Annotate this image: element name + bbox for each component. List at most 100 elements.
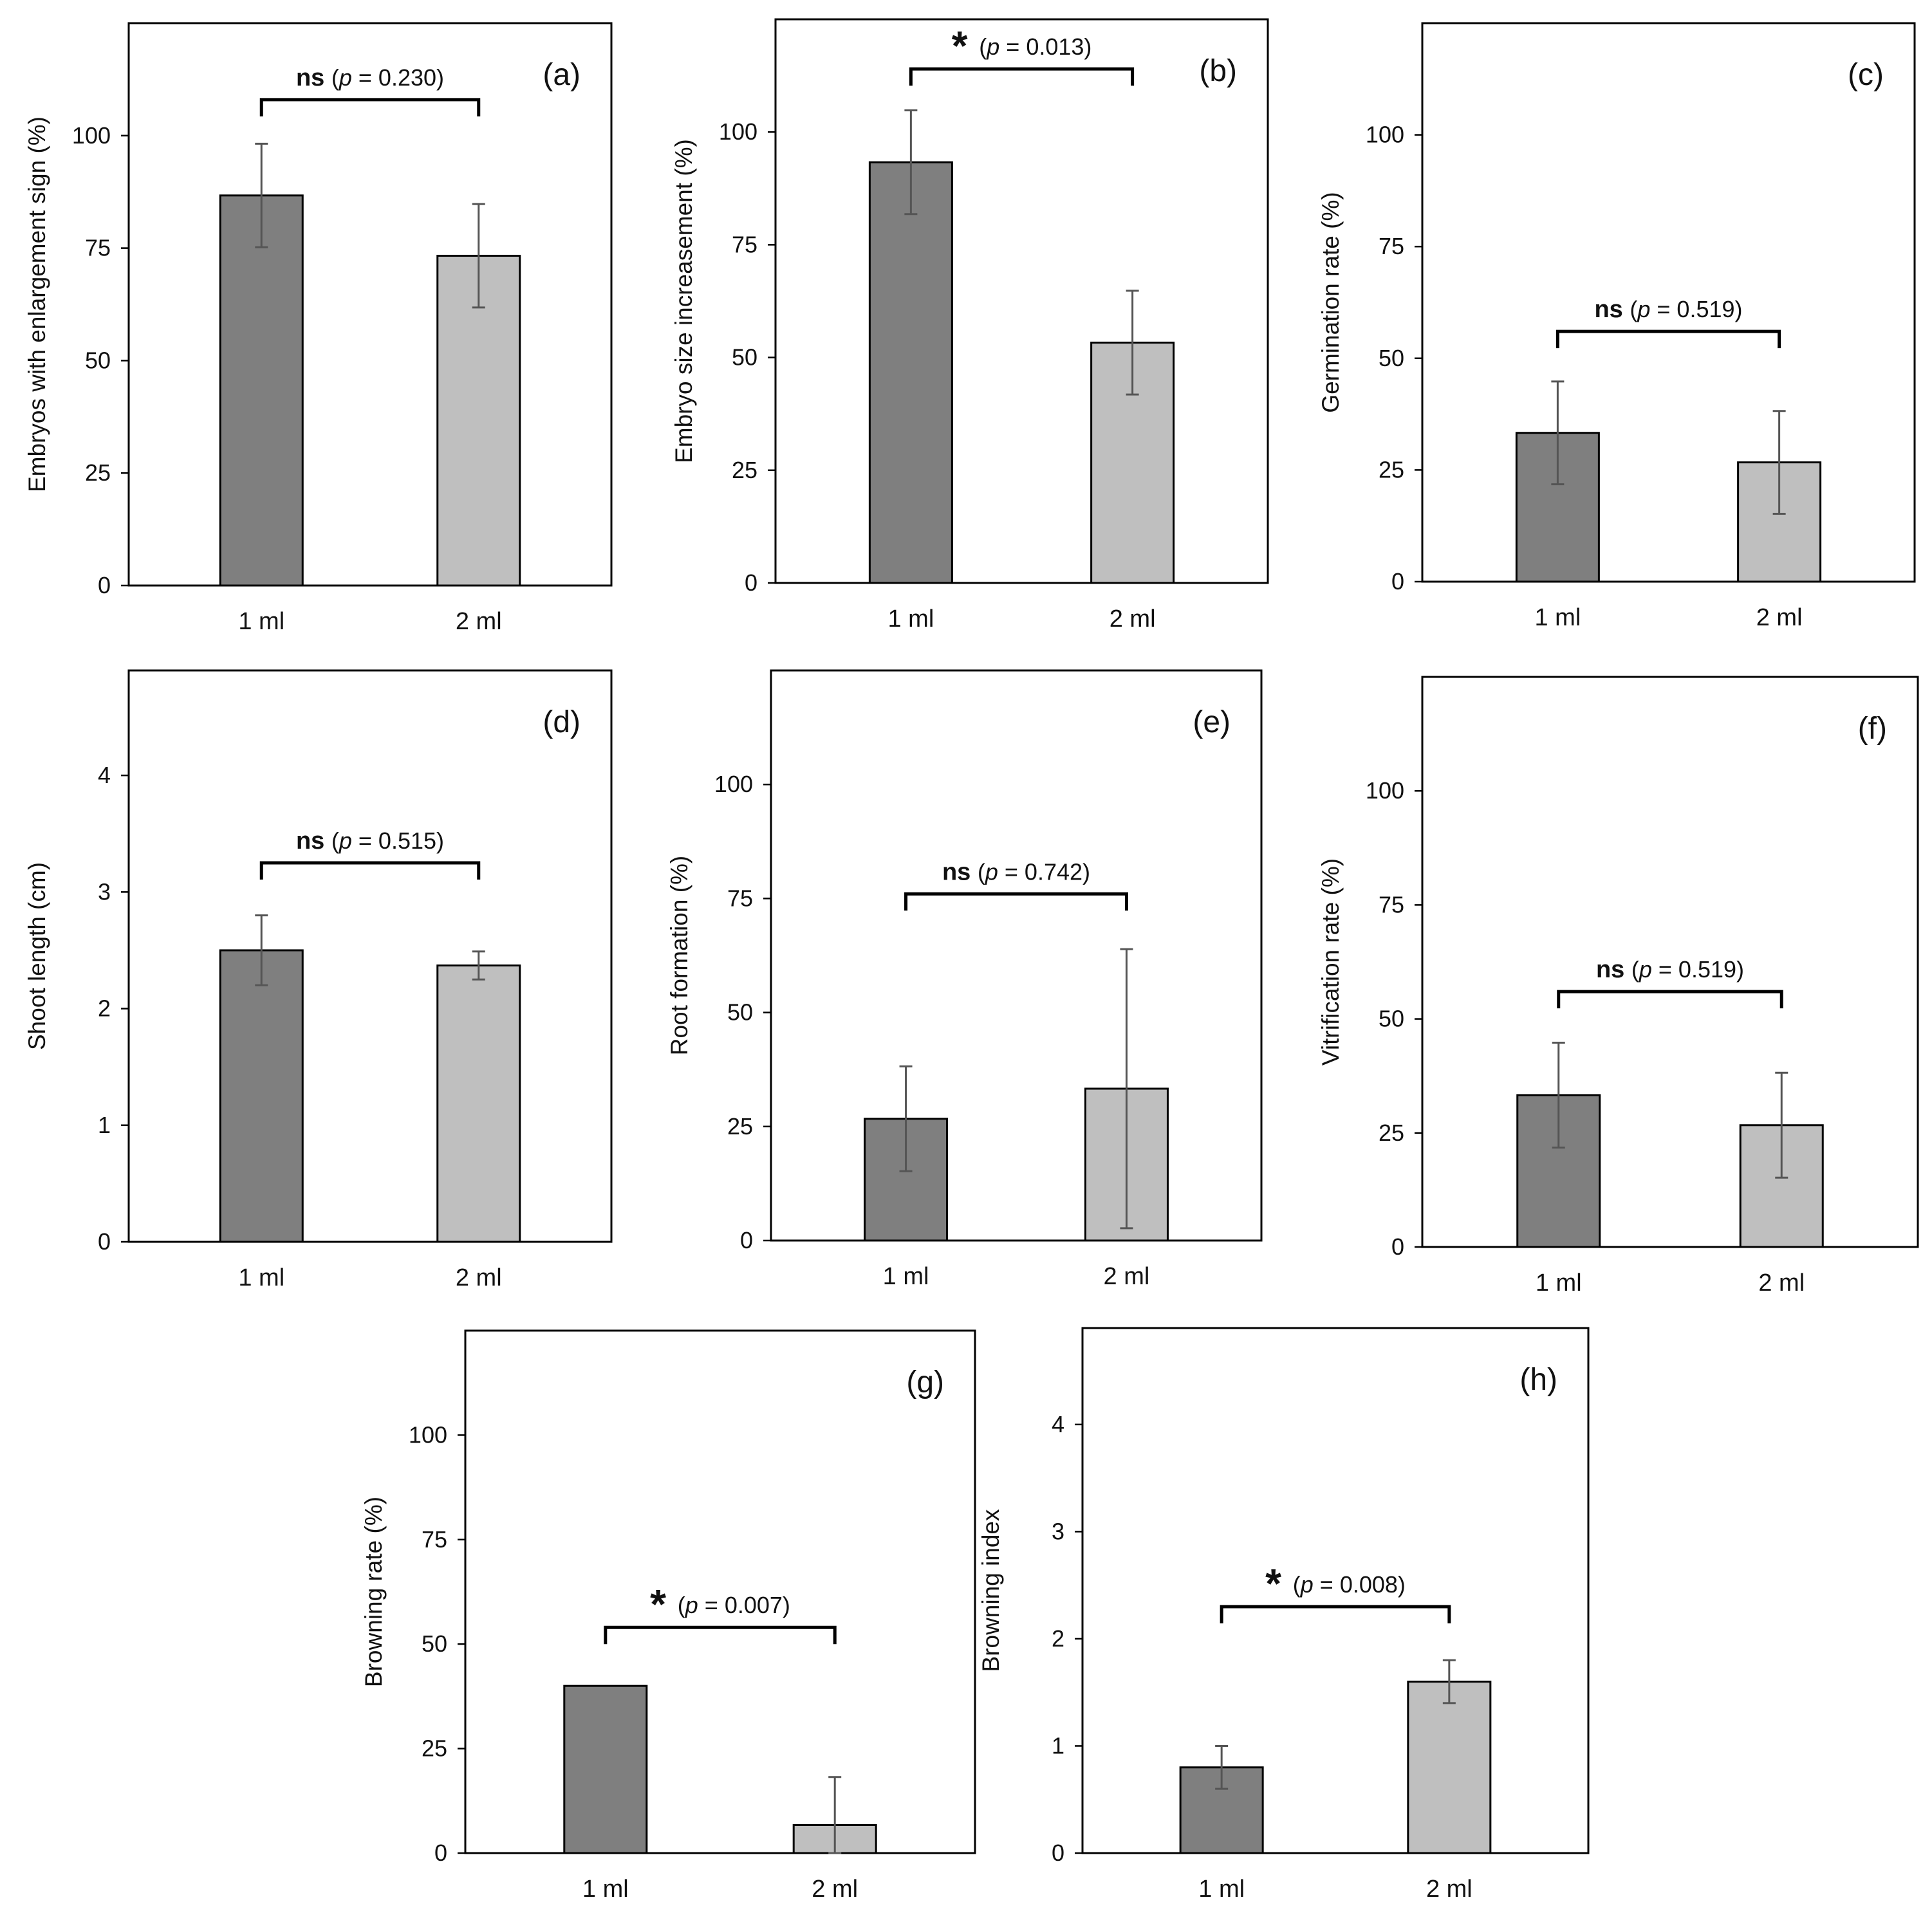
significance-mark: ns xyxy=(1594,296,1630,323)
significance-label: * (p = 0.007) xyxy=(650,1581,790,1627)
bar xyxy=(1407,1681,1492,1854)
plot-frame xyxy=(774,18,1269,584)
significance-mark: * xyxy=(1265,1560,1293,1607)
y-tick-label: 0 xyxy=(98,572,111,598)
y-tick-label: 100 xyxy=(714,771,753,797)
significance-bracket xyxy=(1556,329,1781,349)
x-tick-label: 1 ml xyxy=(582,1876,629,1903)
panel-label: (d) xyxy=(543,705,581,739)
significance-bracket xyxy=(904,892,1128,911)
significance-bracket xyxy=(259,861,481,880)
significance-p-text: (p = 0.230) xyxy=(331,64,444,91)
y-tick-label: 0 xyxy=(98,1228,111,1255)
significance-mark: * xyxy=(650,1581,678,1627)
x-tick-label: 1 ml xyxy=(1198,1876,1245,1903)
significance-p-text: (p = 0.013) xyxy=(979,33,1091,60)
x-tick-label: 2 ml xyxy=(1756,604,1803,631)
significance-mark: ns xyxy=(296,827,331,854)
x-tick-label: 2 ml xyxy=(456,1264,502,1291)
y-tick-label: 0 xyxy=(1052,1840,1064,1866)
y-tick-label: 2 xyxy=(98,995,111,1022)
y-tick-label: 0 xyxy=(1391,568,1404,595)
bar xyxy=(219,194,304,587)
y-axis-label: Browning rate (%) xyxy=(360,1497,387,1687)
y-tick-label: 50 xyxy=(422,1630,447,1657)
y-tick-label: 4 xyxy=(98,762,111,788)
x-tick-label: 1 ml xyxy=(238,1264,284,1291)
y-tick-label: 25 xyxy=(422,1735,447,1762)
plot-frame xyxy=(770,669,1263,1242)
significance-bracket xyxy=(604,1625,837,1645)
panel-label: (e) xyxy=(1193,705,1231,739)
y-tick-label: 0 xyxy=(740,1227,753,1253)
panel-label: (c) xyxy=(1848,58,1884,92)
y-tick-label: 75 xyxy=(732,231,757,257)
y-tick-label: 1 xyxy=(98,1112,111,1138)
chart-panel: 0 1 2 3 4 Shoot length (cm) 1 ml 2 ml ns (p = 0.… xyxy=(24,669,613,1291)
y-tick-label: 25 xyxy=(85,459,111,486)
y-tick-label: 75 xyxy=(422,1526,447,1553)
bar xyxy=(868,161,953,584)
significance-bracket xyxy=(909,67,1135,86)
significance-mark: * xyxy=(952,23,980,69)
chart-panel: 0 25 50 75 100 Browning rate (%) 1 ml 2 ml * (p … xyxy=(360,1329,976,1903)
panel-label: (a) xyxy=(543,58,581,92)
y-tick-label: 50 xyxy=(1379,345,1404,371)
chart-panel: 0 25 50 75 100 Root formation (%) 1 ml 2 ml ns (… xyxy=(666,669,1263,1290)
y-axis-label: Vitrification rate (%) xyxy=(1317,858,1344,1066)
significance-label: ns (p = 0.742) xyxy=(942,858,1090,885)
y-tick-label: 2 xyxy=(1052,1625,1064,1652)
significance-label: ns (p = 0.519) xyxy=(1594,296,1742,323)
bar xyxy=(436,254,521,587)
plot-frame xyxy=(1421,676,1919,1248)
y-tick-label: 3 xyxy=(98,878,111,905)
y-tick-label: 100 xyxy=(409,1421,447,1448)
x-tick-label: 1 ml xyxy=(1536,1269,1582,1297)
significance-label: ns (p = 0.519) xyxy=(1596,956,1744,983)
panel-label: (b) xyxy=(1199,54,1237,88)
chart-panel: 0 1 2 3 4 Browning index 1 ml 2 ml * (p = 0.008)… xyxy=(978,1327,1590,1903)
y-axis-label: Embryos with enlargement sign (%) xyxy=(24,116,50,492)
y-tick-label: 4 xyxy=(1052,1411,1064,1437)
y-tick-label: 75 xyxy=(1379,233,1404,259)
y-tick-label: 50 xyxy=(1379,1006,1404,1032)
significance-mark: ns xyxy=(1596,956,1631,983)
plot-frame xyxy=(1081,1327,1590,1854)
y-tick-label: 75 xyxy=(727,885,753,911)
significance-p-text: (p = 0.008) xyxy=(1293,1571,1406,1598)
significance-mark: ns xyxy=(942,858,978,885)
panel-label: (h) xyxy=(1519,1363,1557,1397)
y-tick-label: 100 xyxy=(72,122,111,149)
chart-panel: 0 25 50 75 100 Vitrification rate (%) 1 ml 2 ml… xyxy=(1317,676,1919,1297)
y-tick-label: 75 xyxy=(1379,891,1404,918)
x-tick-label: 1 ml xyxy=(887,605,934,632)
y-tick-label: 25 xyxy=(727,1113,753,1140)
bar xyxy=(563,1685,648,1854)
y-axis-label: Root formation (%) xyxy=(666,856,692,1056)
x-tick-label: 2 ml xyxy=(456,608,502,635)
x-tick-label: 2 ml xyxy=(1110,605,1156,632)
chart-panel: 0 25 50 75 100 Embryo size increasement (%) 1 … xyxy=(671,18,1269,632)
y-tick-label: 0 xyxy=(434,1840,447,1866)
y-tick-label: 25 xyxy=(1379,456,1404,483)
y-tick-label: 25 xyxy=(732,457,757,483)
significance-label: ns (p = 0.515) xyxy=(296,827,444,854)
significance-p-text: (p = 0.519) xyxy=(1631,956,1744,983)
significance-p-text: (p = 0.515) xyxy=(331,827,444,854)
y-tick-label: 100 xyxy=(1366,777,1404,804)
y-axis-label: Germination rate (%) xyxy=(1317,192,1344,412)
y-tick-label: 100 xyxy=(1366,122,1404,148)
y-tick-label: 50 xyxy=(732,344,757,371)
plot-frame xyxy=(127,669,613,1243)
y-tick-label: 50 xyxy=(727,999,753,1026)
plot-frame xyxy=(1421,22,1916,583)
y-tick-label: 0 xyxy=(1391,1233,1404,1260)
chart-panel: 0 25 50 75 100 Germination rate (%) 1 ml 2 ml ns… xyxy=(1317,22,1916,631)
x-tick-label: 2 ml xyxy=(1758,1269,1805,1297)
y-tick-label: 75 xyxy=(85,235,111,261)
y-tick-label: 3 xyxy=(1052,1518,1064,1544)
significance-mark: ns xyxy=(296,64,331,91)
panel-label: (g) xyxy=(906,1365,944,1399)
